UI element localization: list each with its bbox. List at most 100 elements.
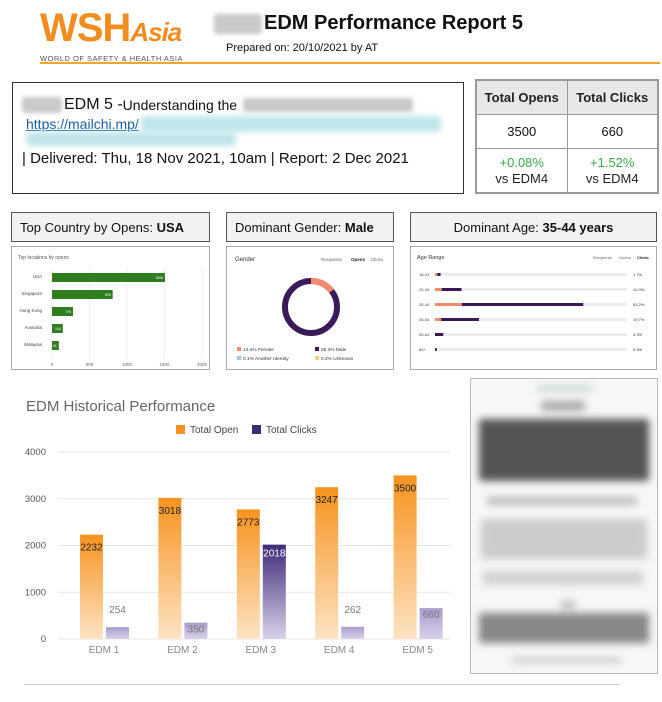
bar-clicks-value: 2018 bbox=[263, 549, 286, 560]
gender-tab-recipients[interactable]: Recipients bbox=[321, 257, 343, 262]
email-preview-thumbnail bbox=[470, 378, 658, 674]
bar-total-clicks bbox=[106, 627, 129, 639]
bar-open-value: 2232 bbox=[80, 543, 103, 554]
delivery-info: | Delivered: Thu, 18 Nov 2021, 10am | Re… bbox=[22, 150, 409, 167]
x-tick-label: EDM 4 bbox=[324, 645, 355, 656]
legend-label: Total Open bbox=[190, 425, 238, 436]
age-recipients-bar bbox=[435, 273, 438, 276]
edm-link[interactable]: https://mailchi.mp/ bbox=[26, 116, 441, 132]
age-pct-label: 4.3% bbox=[633, 332, 643, 337]
logo-tagline: WORLD OF SAFETY & HEALTH ASIA bbox=[40, 54, 183, 63]
country-chart: Top locations by opens 0 500 1000 1500 2000 U… bbox=[18, 255, 208, 367]
redacted-link bbox=[140, 116, 441, 132]
bar-total-open bbox=[236, 509, 260, 639]
age-track bbox=[435, 273, 627, 276]
edm-link-text[interactable]: https://mailchi.mp/ bbox=[26, 116, 139, 132]
country-bar bbox=[52, 273, 165, 282]
age-track bbox=[435, 348, 627, 351]
age-pct-label: 63.2% bbox=[633, 302, 645, 307]
bar-clicks-value: 660 bbox=[423, 610, 440, 621]
redacted-name bbox=[22, 97, 62, 113]
age-recipients-bar bbox=[435, 288, 442, 291]
edm-name: EDM 5 - bbox=[64, 96, 123, 113]
gender-legend-label: 0.2% Unknown bbox=[321, 356, 354, 362]
country-card: Top locations by opens 0 500 1000 1500 2000 U… bbox=[11, 246, 210, 370]
y-tick-label: 1000 bbox=[25, 587, 46, 598]
age-tab-opens[interactable]: Opens bbox=[619, 255, 631, 260]
report-title: EDM Performance Report 5 bbox=[264, 12, 523, 34]
age-track bbox=[435, 318, 627, 321]
country-axis-tick: 0 bbox=[51, 362, 54, 367]
opens-delta: +0.08% bbox=[499, 154, 544, 170]
age-pct-label: 1.7% bbox=[633, 272, 643, 277]
gender-legend-swatch bbox=[315, 356, 319, 360]
country-value-label: 809 bbox=[105, 293, 111, 297]
country-axis-tick: 1000 bbox=[122, 362, 133, 367]
opens-header: Total Opens bbox=[476, 80, 568, 115]
bar-open-value: 2773 bbox=[237, 517, 260, 528]
clicks-value: 660 bbox=[566, 114, 658, 149]
redacted-link-line2 bbox=[26, 132, 236, 151]
header-divider bbox=[40, 62, 660, 64]
age-opens-bar bbox=[441, 288, 462, 291]
gender-chart-title: Gender bbox=[235, 257, 255, 263]
age-opens-bar bbox=[461, 303, 584, 306]
bar-total-clicks bbox=[341, 626, 365, 639]
age-heading-value: 35-44 years bbox=[542, 219, 614, 235]
bar-total-clicks bbox=[419, 608, 443, 639]
logo-main: WSH bbox=[40, 6, 131, 50]
gender-card-heading: Dominant Gender: Male bbox=[226, 212, 394, 242]
gender-chart: Gender Recipients Opens Clicks 14.4% Fem… bbox=[235, 257, 384, 362]
age-row-label: 18-24 bbox=[419, 272, 430, 277]
y-tick-label: 3000 bbox=[25, 494, 46, 505]
y-tick-label: 4000 bbox=[25, 447, 46, 458]
edm-subject-line: EDM 5 - Understanding the bbox=[22, 96, 414, 114]
gender-legend-label: 14.4% Female bbox=[243, 347, 274, 353]
logo-accent: Asia bbox=[130, 17, 182, 47]
country-bar bbox=[52, 307, 73, 316]
gender-legend-label: 85.3% Male bbox=[321, 347, 347, 353]
bar-open-value: 3018 bbox=[159, 506, 182, 517]
age-tab-clicks[interactable]: Clicks bbox=[637, 255, 650, 260]
wsh-asia-logo: WSHAsia WORLD OF SAFETY & HEALTH ASIA bbox=[40, 8, 183, 63]
gender-card: Gender Recipients Opens Clicks 14.4% Fem… bbox=[226, 246, 394, 370]
bar-total-open bbox=[80, 534, 103, 639]
country-card-heading: Top Country by Opens: USA bbox=[11, 212, 210, 242]
bar-open-value: 3500 bbox=[394, 483, 417, 494]
age-row-label: 25-34 bbox=[419, 287, 430, 292]
country-label: Australia bbox=[24, 325, 42, 330]
age-row-label: 65+ bbox=[419, 347, 426, 352]
age-recipients-bar bbox=[435, 303, 462, 306]
historical-chart-title: EDM Historical Performance bbox=[26, 398, 216, 415]
gender-legend-swatch bbox=[315, 347, 319, 351]
redacted-subject bbox=[243, 98, 414, 112]
age-tab-recipients[interactable]: Recipients bbox=[593, 255, 612, 260]
age-track bbox=[435, 288, 627, 291]
age-row-label: 55-64 bbox=[419, 332, 430, 337]
age-opens-bar bbox=[437, 273, 441, 276]
age-row-label: 45-54 bbox=[419, 317, 430, 322]
country-bar bbox=[52, 324, 63, 333]
clicks-delta: +1.52% bbox=[590, 154, 635, 170]
age-pct-label: 0.9% bbox=[633, 347, 643, 352]
country-label: Singapore bbox=[21, 291, 42, 296]
age-opens-bar bbox=[435, 348, 437, 351]
country-axis-tick: 2000 bbox=[197, 362, 208, 367]
clicks-header: Total Clicks bbox=[566, 80, 658, 115]
age-chart: Age Range Recipients Opens Clicks 18-24 1… bbox=[417, 255, 650, 352]
country-label: USA bbox=[33, 274, 42, 279]
country-heading-value: USA bbox=[156, 219, 185, 235]
age-opens-bar bbox=[441, 318, 479, 321]
bar-open-value: 3247 bbox=[316, 495, 339, 506]
x-tick-label: EDM 1 bbox=[89, 645, 120, 656]
country-axis-tick: 1500 bbox=[159, 362, 170, 367]
gender-legend-label: 0.1% Another Identity bbox=[243, 356, 289, 362]
gender-tab-opens[interactable]: Opens bbox=[351, 257, 366, 262]
bar-total-clicks bbox=[184, 622, 208, 639]
age-card-heading: Dominant Age: 35-44 years bbox=[410, 212, 657, 242]
bar-total-open bbox=[158, 497, 182, 639]
age-track bbox=[435, 333, 627, 336]
y-tick-label: 2000 bbox=[25, 541, 46, 552]
gender-tab-clicks[interactable]: Clicks bbox=[371, 257, 384, 262]
x-tick-label: EDM 5 bbox=[402, 645, 433, 656]
